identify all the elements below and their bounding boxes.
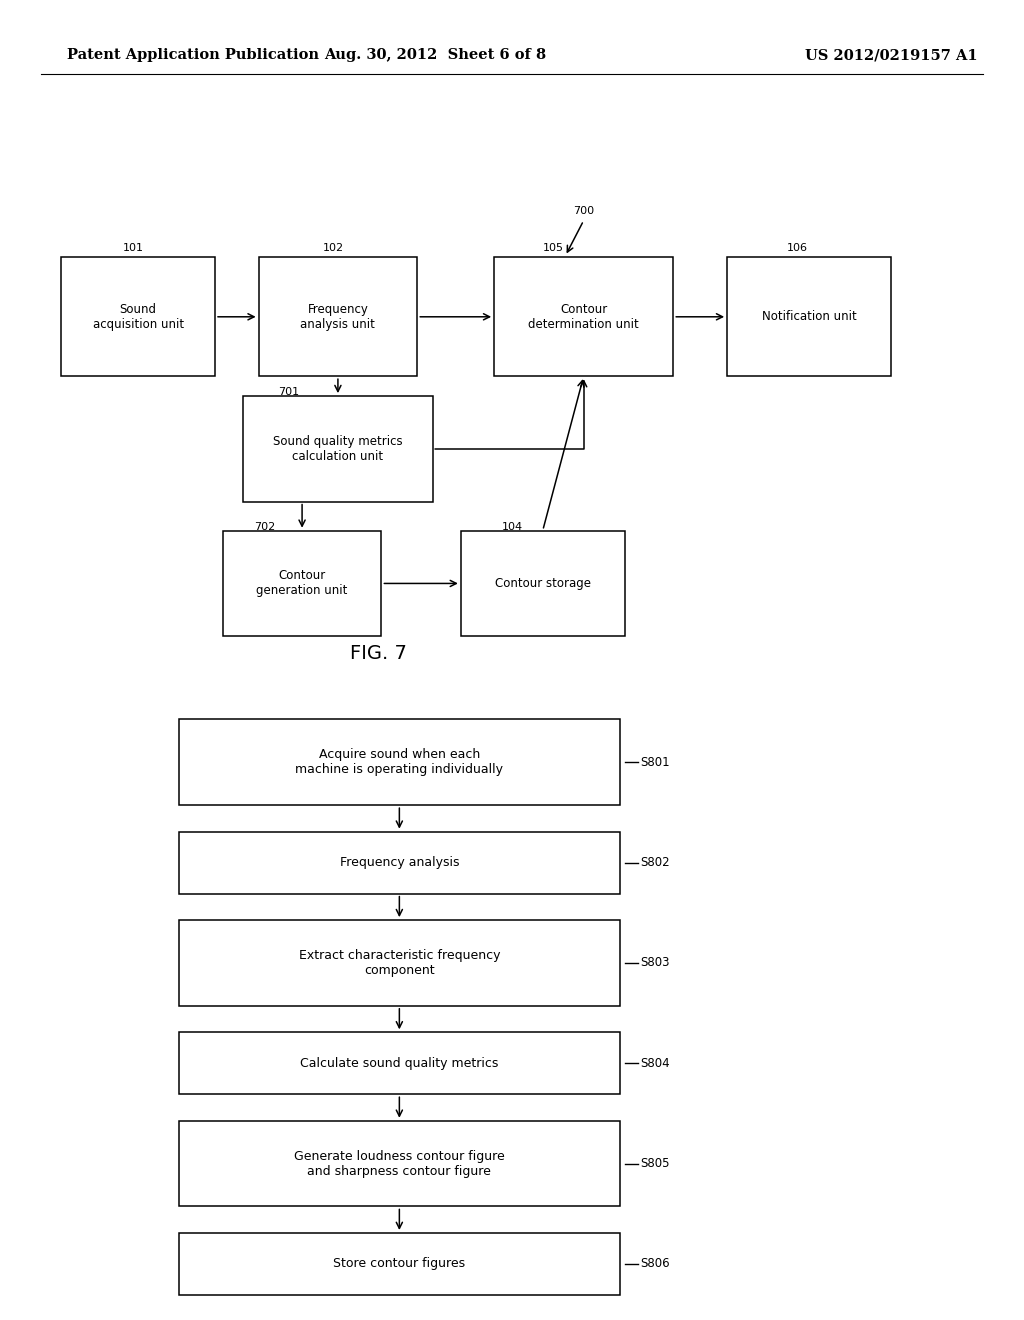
- Text: 701: 701: [279, 387, 300, 397]
- Text: Sound quality metrics
calculation unit: Sound quality metrics calculation unit: [273, 434, 402, 463]
- Bar: [179, 1233, 620, 1295]
- Bar: [222, 531, 381, 636]
- Text: 106: 106: [786, 243, 808, 253]
- Text: Frequency
analysis unit: Frequency analysis unit: [300, 302, 376, 331]
- Text: 700: 700: [573, 206, 594, 216]
- Text: Notification unit: Notification unit: [762, 310, 856, 323]
- Bar: [494, 257, 674, 376]
- Text: Generate loudness contour figure
and sharpness contour figure: Generate loudness contour figure and sha…: [294, 1150, 505, 1177]
- Text: 104: 104: [502, 521, 523, 532]
- Text: S803: S803: [640, 957, 670, 969]
- Text: FIG. 7: FIG. 7: [350, 644, 408, 663]
- Text: Acquire sound when each
machine is operating individually: Acquire sound when each machine is opera…: [295, 748, 504, 776]
- Text: 702: 702: [254, 521, 275, 532]
- Bar: [179, 719, 620, 805]
- Text: S802: S802: [640, 857, 670, 869]
- Text: 102: 102: [323, 243, 344, 253]
- Bar: [179, 832, 620, 894]
- Bar: [244, 396, 432, 502]
- Text: Extract characteristic frequency
component: Extract characteristic frequency compone…: [299, 949, 500, 977]
- Text: Sound
acquisition unit: Sound acquisition unit: [93, 302, 183, 331]
- Text: 105: 105: [543, 243, 564, 253]
- Text: Contour storage: Contour storage: [495, 577, 591, 590]
- Bar: [179, 1032, 620, 1094]
- Bar: [727, 257, 891, 376]
- Text: S806: S806: [640, 1258, 670, 1270]
- Text: US 2012/0219157 A1: US 2012/0219157 A1: [805, 49, 977, 62]
- Bar: [61, 257, 215, 376]
- Text: S804: S804: [640, 1057, 670, 1069]
- Text: Patent Application Publication: Patent Application Publication: [67, 49, 318, 62]
- Text: Store contour figures: Store contour figures: [333, 1258, 466, 1270]
- Text: 101: 101: [123, 243, 144, 253]
- Text: Frequency analysis: Frequency analysis: [340, 857, 459, 869]
- Bar: [461, 531, 625, 636]
- Text: Contour
determination unit: Contour determination unit: [528, 302, 639, 331]
- Text: S801: S801: [640, 756, 670, 768]
- Text: Contour
generation unit: Contour generation unit: [256, 569, 348, 598]
- Text: Aug. 30, 2012  Sheet 6 of 8: Aug. 30, 2012 Sheet 6 of 8: [325, 49, 546, 62]
- Bar: [258, 257, 418, 376]
- Text: S805: S805: [640, 1158, 670, 1170]
- Bar: [179, 920, 620, 1006]
- Text: Calculate sound quality metrics: Calculate sound quality metrics: [300, 1057, 499, 1069]
- Bar: [179, 1121, 620, 1206]
